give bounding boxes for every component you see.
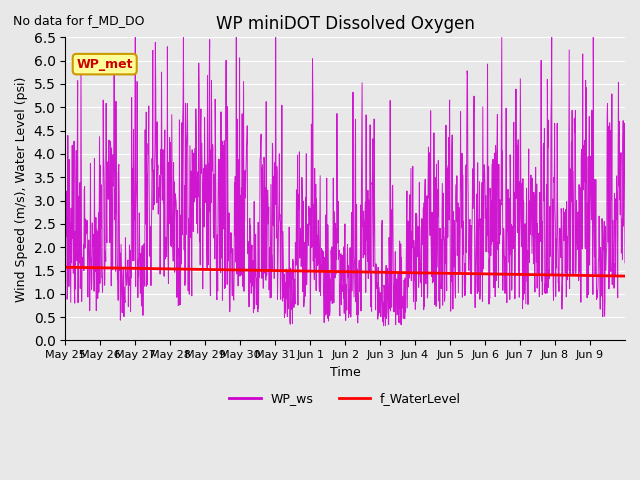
Y-axis label: Wind Speed (m/s), Water Level (psi): Wind Speed (m/s), Water Level (psi) [15,76,28,301]
Title: WP miniDOT Dissolved Oxygen: WP miniDOT Dissolved Oxygen [216,15,475,33]
X-axis label: Time: Time [330,366,360,379]
Text: No data for f_MD_DO: No data for f_MD_DO [13,14,144,27]
Legend: WP_ws, f_WaterLevel: WP_ws, f_WaterLevel [225,387,466,410]
Text: WP_met: WP_met [76,58,133,71]
